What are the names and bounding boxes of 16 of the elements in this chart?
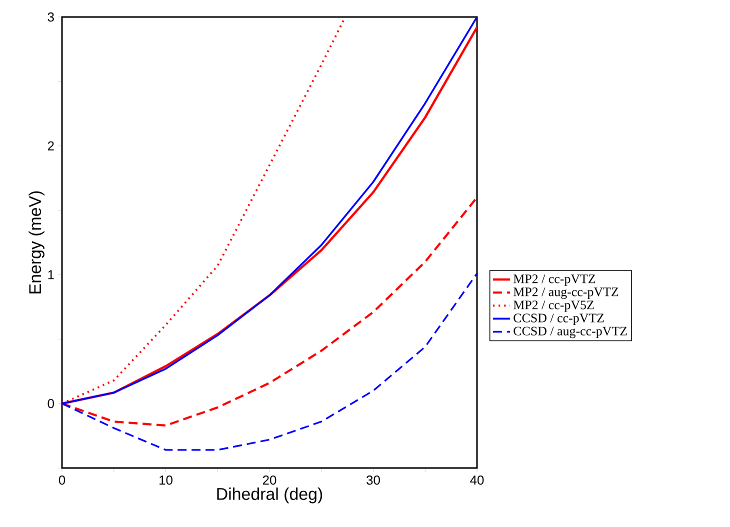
x-tick-label: 20 [262, 476, 276, 485]
x-axis-title: Dihedral (deg) [217, 488, 322, 504]
y-axis-title: Energy (meV) [28, 191, 44, 294]
x-tick-label: 10 [160, 476, 172, 485]
legend-label: CCSD / aug-cc-pVTZ [514, 326, 627, 338]
y-tick-label: 1 [48, 270, 54, 280]
x-tick-label: 0 [58, 476, 66, 485]
legend-label: MP2 / cc-pV5Z [514, 300, 594, 312]
legend-label: MP2 / cc-pVTZ [514, 274, 596, 286]
x-tick-label: 30 [366, 476, 380, 485]
x-tick-label: 40 [470, 476, 484, 485]
y-tick-label: 0 [48, 398, 54, 408]
y-tick-label: 3 [48, 12, 54, 22]
y-tick-label: 2 [48, 141, 54, 150]
legend-label: MP2 / aug-cc-pVTZ [514, 288, 618, 299]
legend-label: CCSD / cc-pVTZ [514, 314, 604, 325]
